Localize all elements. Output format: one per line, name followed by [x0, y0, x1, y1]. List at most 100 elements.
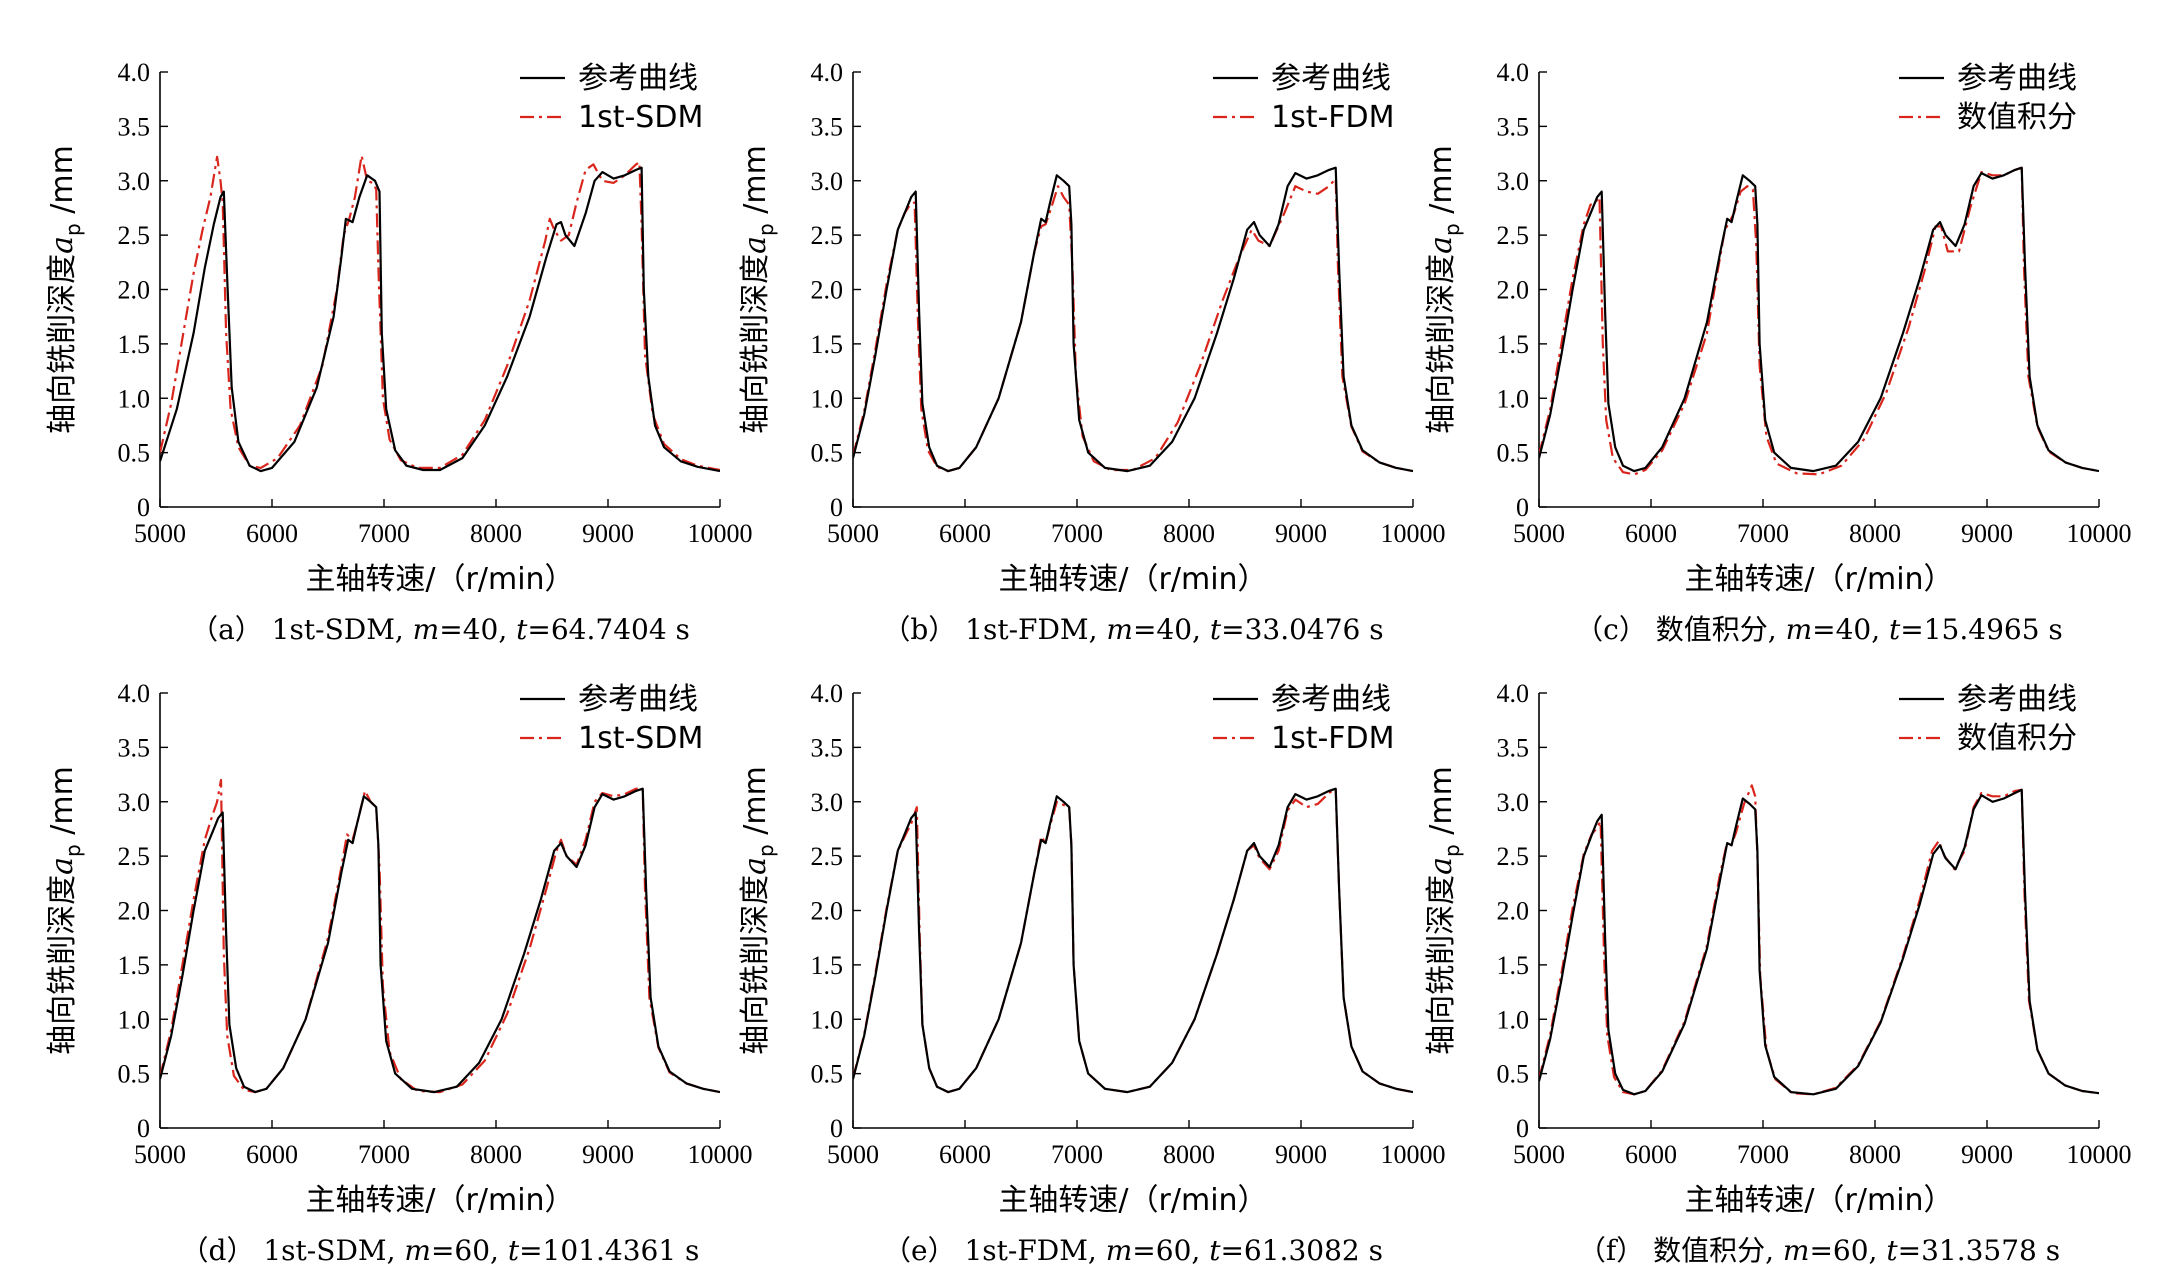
legend-label: 1st-FDM	[1271, 721, 1395, 756]
x-tick-label: 9000	[1961, 1140, 2013, 1169]
y-tick-label: 0	[137, 493, 150, 522]
panel-caption: （c） 数值积分, m=40, t=15.4965 s	[1575, 613, 2063, 646]
y-tick-label: 2.5	[811, 842, 844, 871]
chart-panel-a: 0 0.5 1.0 1.5 2.0 2.5 3.0 3.5 4.0 5000 6000 7000 800…	[45, 58, 753, 646]
x-tick-label: 6000	[939, 1140, 991, 1169]
x-tick-label: 7000	[1737, 519, 1789, 548]
y-tick-label: 2.5	[118, 221, 151, 250]
legend-label: 参考曲线	[1271, 682, 1391, 717]
y-tick-label: 3.5	[811, 112, 844, 141]
chart-panel-f: 0 0.5 1.0 1.5 2.0 2.5 3.0 3.5 4.0 5000 6000 7000 800…	[1424, 679, 2132, 1267]
y-tick-label: 1.5	[811, 951, 844, 980]
x-tick-label: 7000	[1051, 1140, 1103, 1169]
x-tick-label: 7000	[1737, 1140, 1789, 1169]
x-tick-label: 7000	[1051, 519, 1103, 548]
y-tick-label: 0.5	[1497, 1060, 1530, 1089]
series-line-method	[1539, 784, 2099, 1096]
x-tick-label: 5000	[827, 519, 879, 548]
y-tick-label: 1.5	[1497, 951, 1530, 980]
y-tick-label: 2.5	[811, 221, 844, 250]
series-line-reference	[1539, 788, 2099, 1096]
series-line-method	[853, 177, 1413, 473]
y-tick-label: 3.5	[811, 733, 844, 762]
legend-label: 参考曲线	[1271, 61, 1391, 96]
y-tick-label: 4.0	[811, 679, 844, 708]
y-tick-label: 1.0	[811, 384, 844, 413]
y-tick-label: 4.0	[1497, 679, 1530, 708]
y-tick-label: 4.0	[118, 58, 151, 87]
y-tick-label: 1.5	[1497, 330, 1530, 359]
y-tick-label: 1.0	[1497, 384, 1530, 413]
x-tick-label: 8000	[470, 519, 522, 548]
x-axis-label: 主轴转速/（r/min）	[1684, 1183, 1953, 1218]
x-axis-label: 主轴转速/（r/min）	[998, 562, 1267, 597]
y-tick-label: 4.0	[118, 679, 151, 708]
x-tick-label: 6000	[939, 519, 991, 548]
x-tick-label: 10000	[1381, 519, 1446, 548]
y-tick-label: 2.0	[811, 897, 844, 926]
y-tick-label: 2.0	[118, 276, 151, 305]
y-tick-label: 2.5	[118, 842, 151, 871]
y-tick-label: 0	[830, 1114, 843, 1143]
y-tick-label: 1.0	[811, 1005, 844, 1034]
y-tick-label: 0.5	[811, 1060, 844, 1089]
series-line-reference	[853, 787, 1413, 1094]
y-tick-label: 3.0	[1497, 167, 1530, 196]
y-tick-label: 1.5	[118, 330, 151, 359]
y-tick-label: 0.5	[1497, 439, 1530, 468]
x-tick-label: 7000	[358, 1140, 410, 1169]
legend-label: 1st-FDM	[1271, 100, 1395, 135]
series-line-method	[160, 154, 720, 472]
chart-panel-e: 0 0.5 1.0 1.5 2.0 2.5 3.0 3.5 4.0 5000 6000 7000 800…	[738, 679, 1446, 1267]
chart-panel-d: 0 0.5 1.0 1.5 2.0 2.5 3.0 3.5 4.0 5000 6000 7000 800…	[45, 679, 753, 1267]
x-tick-label: 9000	[1275, 1140, 1327, 1169]
x-tick-label: 7000	[358, 519, 410, 548]
y-tick-label: 3.5	[1497, 733, 1530, 762]
y-tick-label: 1.5	[118, 951, 151, 980]
panel-caption: （b） 1st-FDM, m=40, t=33.0476 s	[882, 613, 1383, 646]
panel-caption: （e） 1st-FDM, m=60, t=61.3082 s	[883, 1234, 1383, 1267]
y-tick-label: 3.5	[118, 112, 151, 141]
legend-label: 数值积分	[1957, 721, 2077, 756]
panel-caption: （a） 1st-SDM, m=40, t=64.7404 s	[190, 613, 690, 646]
y-tick-label: 3.0	[811, 788, 844, 817]
x-tick-label: 5000	[1513, 519, 1565, 548]
x-tick-label: 9000	[582, 1140, 634, 1169]
x-axis-label: 主轴转速/（r/min）	[305, 562, 574, 597]
y-tick-label: 2.0	[811, 276, 844, 305]
x-tick-label: 8000	[1163, 519, 1215, 548]
y-tick-label: 3.5	[1497, 112, 1530, 141]
x-tick-label: 8000	[1849, 519, 1901, 548]
legend-label: 参考曲线	[1957, 61, 2077, 96]
panel-caption: （d） 1st-SDM, m=60, t=101.4361 s	[181, 1234, 700, 1267]
x-tick-label: 5000	[827, 1140, 879, 1169]
y-tick-label: 0	[137, 1114, 150, 1143]
y-axis-label: 轴向铣削深度ap /mm	[45, 766, 85, 1055]
y-axis-label: 轴向铣削深度ap /mm	[738, 145, 778, 434]
y-tick-label: 2.5	[1497, 221, 1530, 250]
x-tick-label: 10000	[688, 519, 753, 548]
x-tick-label: 5000	[1513, 1140, 1565, 1169]
y-tick-label: 2.0	[1497, 276, 1530, 305]
x-tick-label: 8000	[1849, 1140, 1901, 1169]
legend-label: 参考曲线	[1957, 682, 2077, 717]
y-tick-label: 4.0	[811, 58, 844, 87]
x-tick-label: 6000	[246, 1140, 298, 1169]
x-tick-label: 6000	[246, 519, 298, 548]
y-tick-label: 3.5	[118, 733, 151, 762]
series-line-method	[1539, 166, 2099, 476]
series-line-method	[853, 787, 1413, 1094]
y-tick-label: 0.5	[118, 439, 151, 468]
y-tick-label: 1.0	[118, 384, 151, 413]
x-axis-label: 主轴转速/（r/min）	[1684, 562, 1953, 597]
x-tick-label: 6000	[1625, 519, 1677, 548]
series-line-reference	[160, 787, 720, 1094]
legend-label: 数值积分	[1957, 100, 2077, 135]
x-tick-label: 8000	[470, 1140, 522, 1169]
y-axis-label: 轴向铣削深度ap /mm	[45, 145, 85, 434]
x-tick-label: 8000	[1163, 1140, 1215, 1169]
x-axis-label: 主轴转速/（r/min）	[305, 1183, 574, 1218]
x-tick-label: 6000	[1625, 1140, 1677, 1169]
y-tick-label: 2.5	[1497, 842, 1530, 871]
